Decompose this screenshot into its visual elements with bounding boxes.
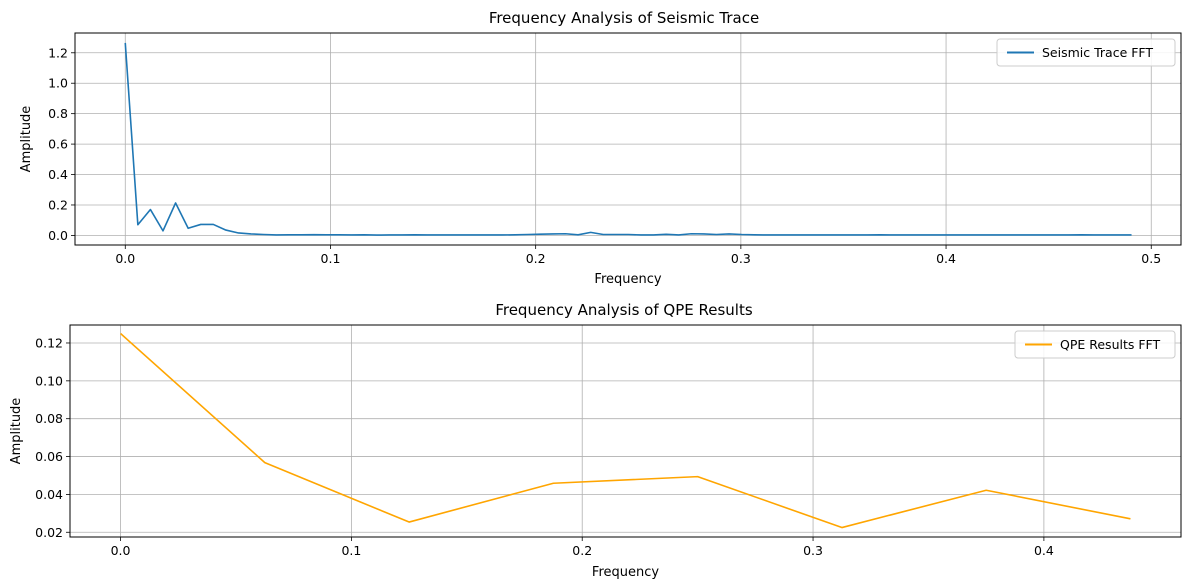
x-tick-label: 0.2 <box>526 251 546 266</box>
seismic-fft-panel: Frequency Analysis of Seismic Trace 0.0 0… <box>19 9 1182 287</box>
y-tick-label: 0.8 <box>48 106 68 121</box>
y-axis-label: Amplitude <box>9 398 24 465</box>
x-tick-label: 0.0 <box>115 251 135 266</box>
ticks: 0.0 0.1 0.2 0.3 0.4 0.5 0.0 0.2 0.4 0.6 0.8 1.0 1.2 <box>48 45 1161 266</box>
plot-frame <box>69 324 1182 538</box>
series-line <box>120 332 1131 529</box>
chart-title: Frequency Analysis of Seismic Trace <box>489 9 759 27</box>
y-tick-label: 0.08 <box>35 411 63 426</box>
series-line <box>124 42 1132 236</box>
x-tick-label: 0.0 <box>111 543 131 558</box>
chart-title: Frequency Analysis of QPE Results <box>495 301 752 319</box>
plot-frame <box>74 32 1182 246</box>
y-axis-label: Amplitude <box>19 106 34 173</box>
y-tick-label: 0.02 <box>35 525 63 540</box>
y-tick-label: 1.2 <box>48 45 68 60</box>
x-tick-label: 0.2 <box>572 543 592 558</box>
legend-box <box>996 38 1176 67</box>
y-tick-label: 0.0 <box>48 228 68 243</box>
legend-label: Seismic Trace FFT <box>1042 45 1153 60</box>
x-tick-label: 0.1 <box>341 543 361 558</box>
y-tick-label: 0.6 <box>48 137 68 152</box>
x-tick-label: 0.4 <box>936 251 956 266</box>
grid <box>70 325 1181 537</box>
x-tick-label: 0.3 <box>803 543 823 558</box>
legend-box <box>1014 330 1176 359</box>
ticks: 0.0 0.1 0.2 0.3 0.4 0.02 0.04 0.06 0.08 0.10 0.12 <box>35 335 1054 558</box>
y-tick-label: 1.0 <box>48 76 68 91</box>
series-lines <box>120 332 1131 529</box>
y-tick-label: 0.06 <box>35 449 63 464</box>
legend-label: QPE Results FFT <box>1060 337 1161 352</box>
x-axis-label: Frequency <box>594 272 661 287</box>
x-tick-label: 0.3 <box>731 251 751 266</box>
legend: QPE Results FFT <box>1014 330 1176 359</box>
x-tick-label: 0.1 <box>321 251 341 266</box>
x-tick-label: 0.5 <box>1141 251 1161 266</box>
x-tick-label: 0.4 <box>1034 543 1054 558</box>
legend: Seismic Trace FFT <box>996 38 1176 67</box>
y-tick-label: 0.04 <box>35 487 63 502</box>
y-tick-label: 0.2 <box>48 197 68 212</box>
y-tick-label: 0.10 <box>35 373 63 388</box>
x-axis-label: Frequency <box>592 565 659 580</box>
series-lines <box>124 42 1132 236</box>
qpe-fft-panel: Frequency Analysis of QPE Results 0.0 0.1… <box>9 301 1182 580</box>
y-tick-label: 0.4 <box>48 167 68 182</box>
y-tick-label: 0.12 <box>35 335 63 350</box>
